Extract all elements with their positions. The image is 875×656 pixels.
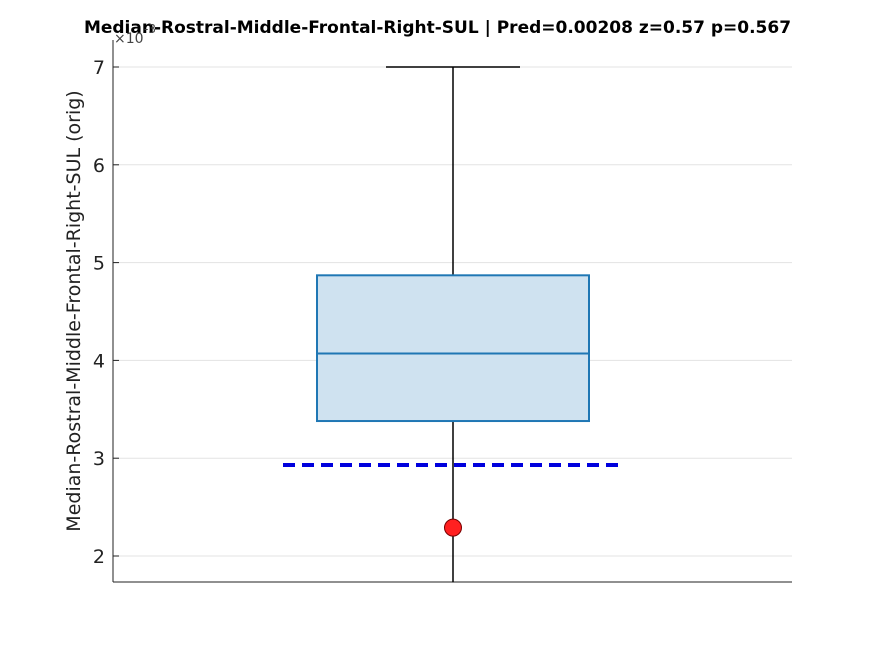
- y-exponent-power: -3: [144, 22, 156, 36]
- y-tick-label-3: 3: [93, 448, 105, 470]
- y-ticks: 2 3 4 5 6 7: [93, 57, 119, 568]
- y-tick-label-2: 2: [93, 546, 105, 568]
- y-tick-label-4: 4: [93, 350, 105, 372]
- y-tick-label-7: 7: [93, 57, 105, 79]
- y-axis-label: Median-Rostral-Middle-Frontal-Right-SUL …: [63, 90, 85, 531]
- chart-marks: [283, 66, 623, 583]
- prediction-point: [444, 518, 462, 537]
- y-tick-label-5: 5: [93, 253, 105, 275]
- chart-title: Median-Rostral-Middle-Frontal-Right-SUL …: [83, 18, 792, 38]
- iqr-box: [316, 274, 590, 423]
- y-exponent-base: ×10: [114, 31, 144, 47]
- y-tick-label-6: 6: [93, 155, 105, 177]
